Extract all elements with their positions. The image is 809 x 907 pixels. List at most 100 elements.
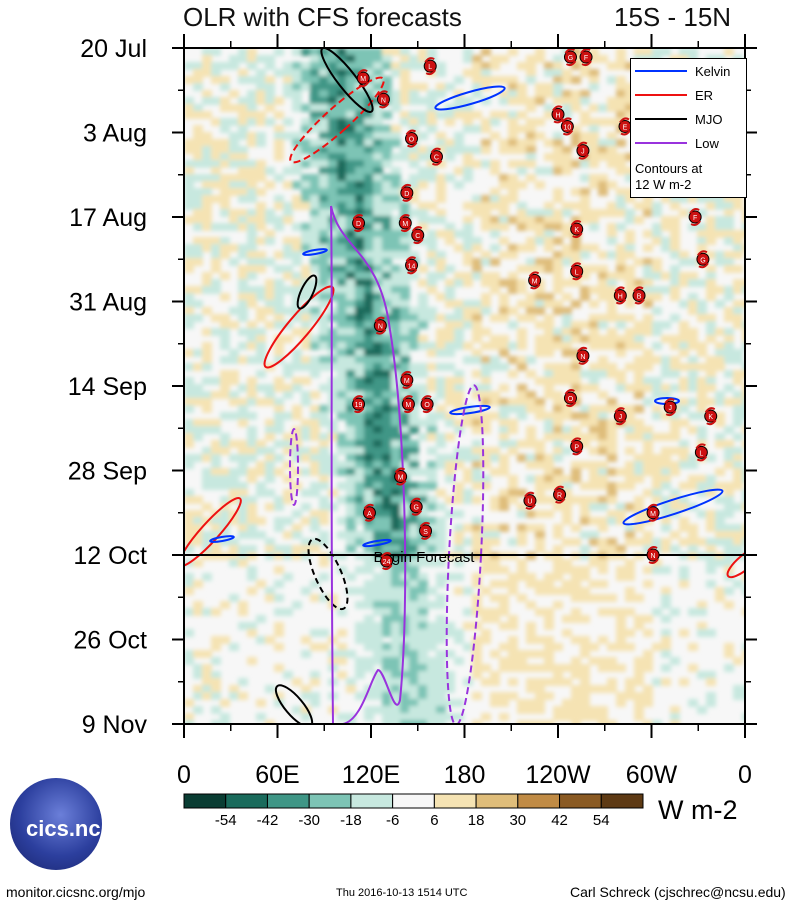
colorbar-tick-label: 18 [468, 812, 485, 829]
colorbar-swatch [559, 793, 602, 809]
storm-label: M [650, 511, 656, 518]
colorbar-swatch [350, 793, 394, 809]
x-tick-label: 120E [342, 761, 400, 789]
storm-marker: S [419, 521, 433, 540]
y-tick-label: 26 Oct [73, 627, 147, 655]
storm-label: S [423, 529, 428, 536]
legend-swatch-mjo [635, 118, 687, 120]
x-tick-label: 0 [177, 761, 191, 789]
y-tick-label: 12 Oct [73, 542, 147, 570]
storm-marker: M [356, 69, 370, 88]
storm-marker: M [398, 214, 412, 233]
legend-swatch-low [635, 142, 687, 144]
storm-marker: G [696, 250, 710, 269]
kelvin-contour [362, 538, 392, 548]
storm-label: H [618, 293, 623, 300]
colorbar-tick-label: -54 [215, 812, 237, 829]
low-contour [330, 205, 407, 724]
storm-label: J [581, 149, 585, 156]
er-contour [726, 545, 745, 579]
storm-marker: L [570, 262, 584, 281]
storm-marker: H [551, 105, 565, 124]
cics-logo [10, 778, 102, 870]
forecast-label: Begin Forecast [374, 549, 476, 566]
er-contour [289, 76, 385, 164]
storm-label: G [568, 55, 573, 62]
storm-marker: O [563, 389, 577, 408]
colorbar-tick-label: 6 [430, 812, 438, 829]
storm-label: N [381, 97, 386, 104]
storm-label: O [568, 396, 574, 403]
storm-marker: N [646, 546, 660, 564]
chart-title: OLR with CFS forecasts [183, 2, 462, 32]
colorbar-tick-label: -42 [257, 812, 279, 829]
storm-label: E [623, 124, 628, 131]
storm-label: N [378, 324, 383, 331]
storm-marker: C [411, 226, 425, 245]
storm-marker: B [632, 286, 646, 305]
storm-marker: K [570, 220, 584, 239]
storm-label: B [637, 293, 642, 300]
footer-url[interactable]: monitor.cicsnc.org/mjo [6, 884, 146, 900]
colorbar-tick-label: 54 [593, 812, 610, 829]
storm-marker: M [401, 395, 415, 414]
storm-label: H [555, 112, 560, 119]
storm-label: D [356, 221, 361, 228]
storm-marker: G [409, 497, 423, 516]
colorbar-swatch [517, 793, 561, 809]
storm-marker: D [400, 183, 414, 202]
mjo-contour [296, 274, 318, 310]
storm-label: J [619, 414, 623, 421]
storm-label: M [405, 402, 411, 409]
storm-label: R [557, 493, 562, 500]
storm-label: L [575, 269, 579, 276]
storm-label: G [700, 257, 705, 264]
storm-label: L [428, 64, 432, 71]
mjo-contour [274, 684, 314, 724]
storm-marker: D [352, 214, 366, 233]
storm-marker: R [553, 485, 567, 504]
storm-label: D [404, 191, 409, 198]
storm-marker: C [429, 147, 443, 166]
storm-label: C [434, 155, 439, 162]
storm-label: 19 [355, 402, 363, 409]
storm-marker: G [563, 48, 577, 67]
storm-label: 24 [383, 559, 391, 566]
cics-logo-text: cics.nc [26, 816, 101, 841]
storm-label: L [699, 450, 703, 457]
storm-marker: L [423, 57, 437, 76]
storm-label: M [398, 475, 404, 482]
storm-label: M [404, 378, 410, 385]
colorbar-tick-label: 30 [509, 812, 526, 829]
storm-label: O [409, 137, 415, 144]
storm-marker: J [663, 398, 677, 417]
storm-marker: F [579, 48, 593, 67]
storm-marker: N [376, 90, 390, 109]
legend-item-low: Low [635, 135, 719, 151]
x-tick-label: 60W [626, 761, 678, 789]
storm-label: F [584, 55, 588, 62]
storm-label: K [708, 414, 713, 421]
storm-label: F [693, 215, 697, 222]
kelvin-contour [302, 248, 328, 256]
kelvin-contour [449, 404, 491, 416]
legend-label-er: ER [695, 87, 714, 103]
legend-item-mjo: MJO [635, 111, 722, 127]
colorbar-tick-label: -18 [340, 812, 362, 829]
storm-marker: H [613, 286, 627, 305]
kelvin-contour [434, 85, 506, 111]
storm-marker: U [523, 491, 537, 510]
storm-label: U [527, 499, 532, 506]
y-tick-label: 3 Aug [83, 120, 147, 148]
y-tick-label: 28 Sep [68, 458, 147, 486]
y-tick-label: 20 Jul [80, 35, 147, 63]
colorbar-swatch [308, 793, 352, 809]
colorbar-swatch [225, 793, 268, 809]
x-tick-label: 180 [444, 761, 486, 789]
colorbar-units: W m-2 [658, 795, 738, 825]
colorbar-swatch [183, 793, 227, 809]
storm-marker: K [704, 407, 718, 426]
storm-label: M [532, 278, 538, 285]
storm-marker: J [576, 141, 590, 160]
storm-label: M [402, 221, 408, 228]
